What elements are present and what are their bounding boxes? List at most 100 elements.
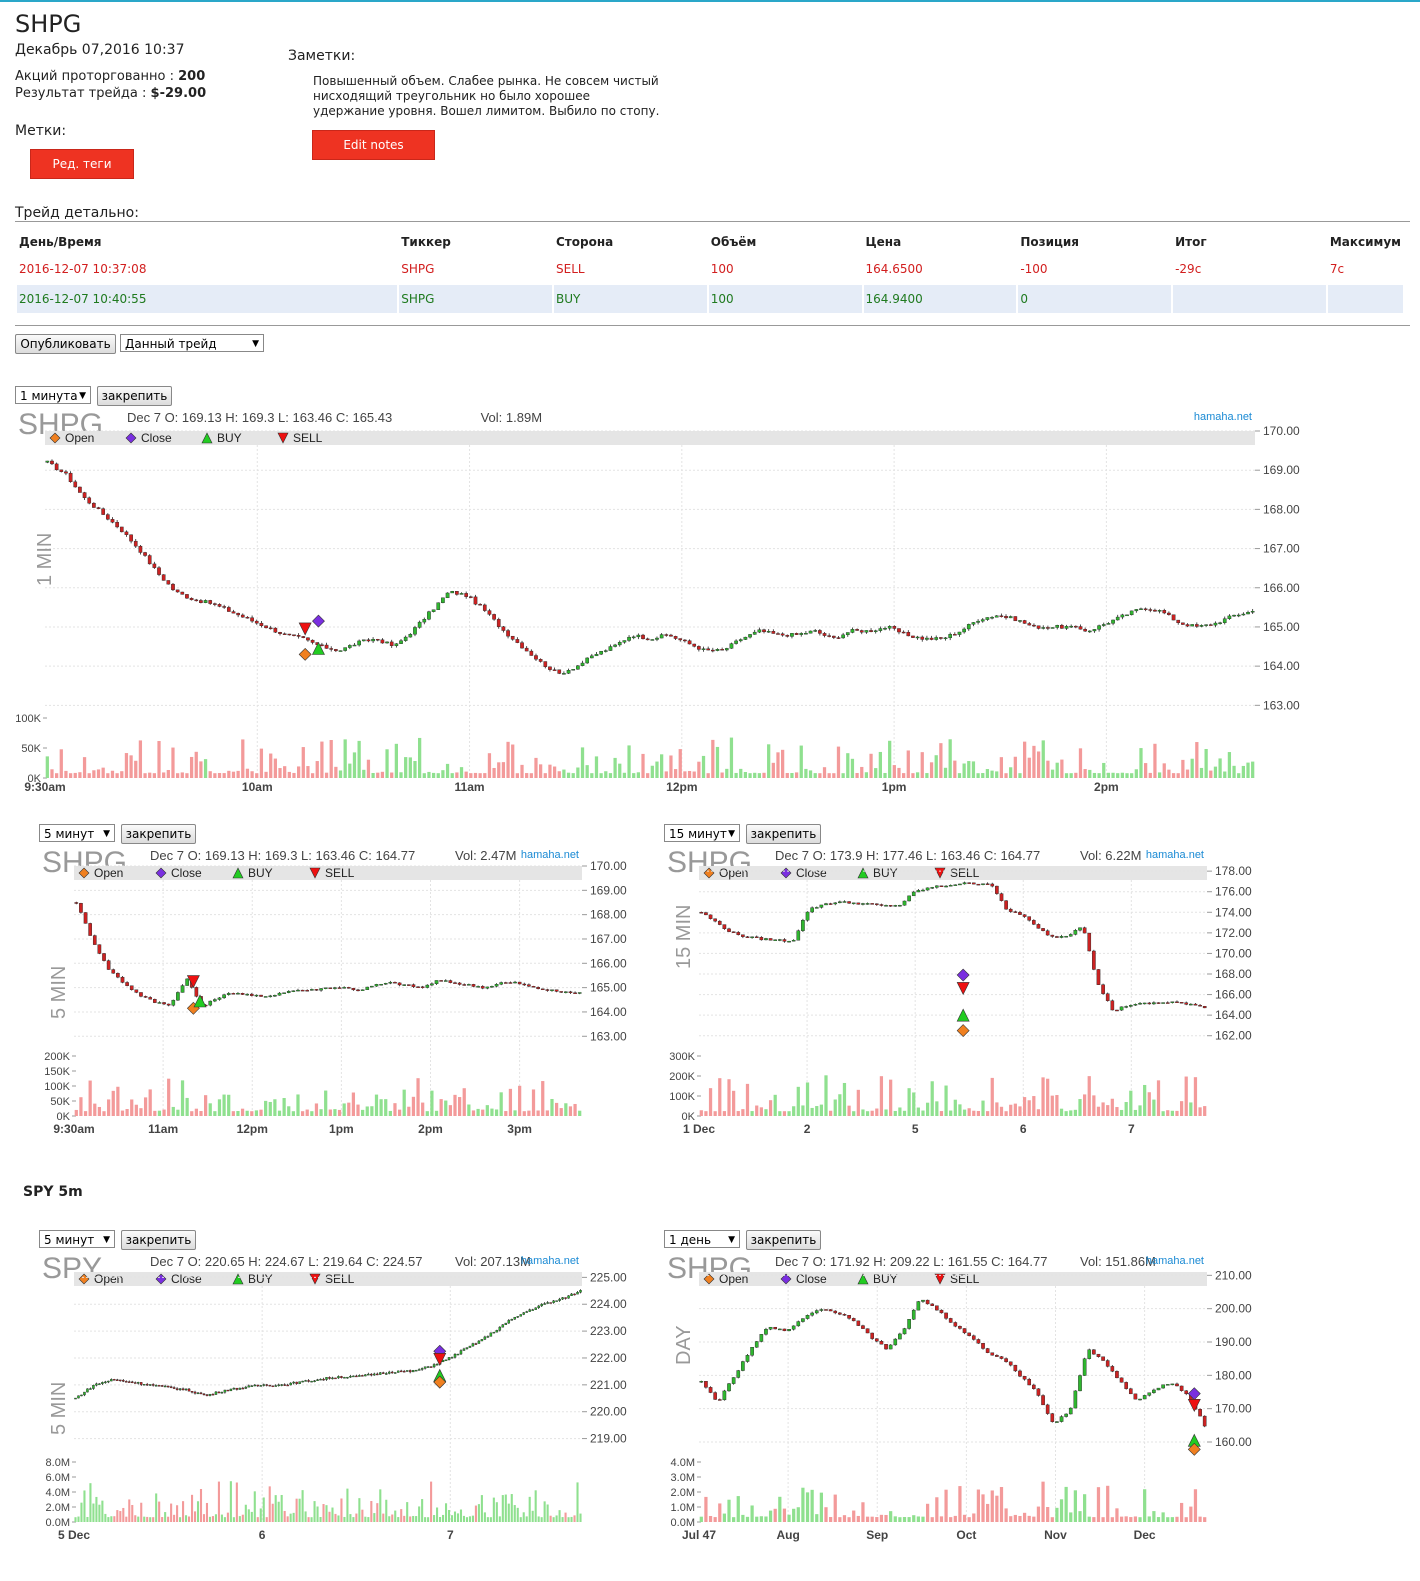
chart-spy-5m[interactable]: SPY Dec 7 O: 220.65 H: 224.67 L: 219.64 C… bbox=[39, 1250, 634, 1560]
candle bbox=[865, 1328, 870, 1334]
volume-bar bbox=[390, 772, 394, 778]
candle bbox=[1087, 630, 1092, 633]
volume-bar bbox=[379, 1489, 382, 1522]
buy-marker bbox=[311, 641, 325, 655]
candle bbox=[842, 1314, 847, 1316]
volume-bar bbox=[888, 740, 892, 778]
candle bbox=[1046, 627, 1050, 629]
interval-select[interactable]: 5 минут ▼ bbox=[39, 1230, 115, 1248]
volume-bar bbox=[1133, 1516, 1138, 1522]
volume-bar bbox=[608, 773, 613, 778]
candle bbox=[416, 986, 420, 988]
candle bbox=[486, 1336, 490, 1338]
candle bbox=[548, 666, 552, 670]
y-tick-label: 210.00 bbox=[1215, 1268, 1252, 1282]
volume-bar bbox=[298, 1498, 301, 1522]
volume-bar bbox=[110, 1516, 113, 1522]
chart-shpg-1m[interactable]: SHPG Dec 7 O: 169.13 H: 169.3 L: 163.46 C… bbox=[15, 406, 1304, 814]
volume-bar bbox=[999, 1487, 1004, 1522]
pin-button[interactable]: закрепить bbox=[746, 1230, 821, 1250]
publish-button[interactable]: Опубликовать bbox=[15, 334, 116, 354]
x-tick-label: Sep bbox=[866, 1528, 888, 1542]
volume-bar bbox=[743, 771, 748, 778]
candle bbox=[1202, 1006, 1207, 1009]
candle bbox=[73, 481, 78, 488]
candle bbox=[445, 592, 450, 599]
interval-select[interactable]: 1 день ▼ bbox=[664, 1230, 740, 1248]
volume-bar bbox=[223, 1517, 226, 1522]
interval-value: 15 минут bbox=[669, 827, 727, 841]
candle bbox=[1045, 930, 1050, 936]
candle bbox=[59, 469, 64, 472]
candle bbox=[833, 1310, 838, 1314]
interval-select[interactable]: 1 минута ▼ bbox=[15, 386, 91, 404]
volume-bar bbox=[1116, 773, 1120, 778]
volume-bar bbox=[1115, 1107, 1119, 1116]
scope-select[interactable]: Данный трейд ▼ bbox=[120, 334, 264, 352]
candle bbox=[878, 628, 883, 631]
candle bbox=[1213, 622, 1218, 626]
pin-button[interactable]: закрепить bbox=[121, 1230, 196, 1250]
edit-tags-button[interactable]: Ред. теги bbox=[30, 149, 134, 179]
spy-section-title: SPY 5m bbox=[23, 1184, 83, 1200]
sell-marker bbox=[309, 867, 321, 879]
candle bbox=[902, 1328, 907, 1335]
volume-bar bbox=[129, 755, 133, 778]
y-tick-label: 168.00 bbox=[1215, 967, 1252, 981]
candle bbox=[831, 635, 836, 638]
volume-bar bbox=[337, 1515, 340, 1522]
candle bbox=[754, 936, 759, 939]
candle bbox=[232, 1387, 236, 1390]
volume-info: Vol: 2.47M bbox=[455, 848, 516, 863]
chart-shpg-15m[interactable]: SHPG Dec 7 O: 173.9 H: 177.46 L: 163.46 C… bbox=[664, 844, 1259, 1154]
x-tick-label: 10am bbox=[242, 780, 273, 794]
chart-shpg-day[interactable]: SHPG Dec 7 O: 171.92 H: 209.22 L: 161.55 … bbox=[664, 1250, 1259, 1560]
candle bbox=[283, 1384, 286, 1386]
volume-tick-label: 0K bbox=[682, 1111, 696, 1123]
volume-bar bbox=[1143, 1489, 1147, 1522]
candle bbox=[413, 627, 417, 635]
volume-bar bbox=[349, 1514, 352, 1522]
pin-button[interactable]: закрепить bbox=[97, 386, 172, 406]
candle bbox=[734, 640, 738, 644]
candle bbox=[199, 600, 203, 603]
volume-bar bbox=[527, 1110, 531, 1116]
candle bbox=[967, 1332, 971, 1336]
candle bbox=[77, 1395, 80, 1399]
interval-select[interactable]: 15 минут ▼ bbox=[664, 824, 740, 842]
volume-bar bbox=[1041, 1077, 1045, 1116]
pin-button[interactable]: закрепить bbox=[746, 824, 821, 844]
pin-button[interactable]: закрепить bbox=[121, 824, 196, 844]
candle bbox=[325, 1377, 328, 1380]
candle bbox=[819, 1309, 824, 1311]
candle bbox=[804, 633, 808, 635]
volume-bar bbox=[492, 1497, 495, 1522]
volume-bar bbox=[167, 1078, 171, 1116]
candle bbox=[916, 1301, 921, 1311]
volume-bar bbox=[161, 1517, 164, 1522]
candle bbox=[213, 603, 217, 605]
volume-bar bbox=[416, 1078, 420, 1116]
volume-bar bbox=[875, 1517, 879, 1522]
y-tick-label: 221.00 bbox=[590, 1378, 627, 1392]
buy-marker bbox=[956, 1008, 970, 1022]
candle bbox=[522, 983, 527, 986]
volume-bar bbox=[376, 772, 380, 778]
interval-select[interactable]: 5 минут ▼ bbox=[39, 824, 115, 842]
candle bbox=[439, 980, 443, 982]
candle bbox=[50, 460, 54, 465]
candle bbox=[220, 1391, 224, 1394]
volume-bar bbox=[990, 1077, 994, 1116]
chart-shpg-5m[interactable]: SHPG Dec 7 O: 169.13 H: 169.3 L: 163.46 C… bbox=[39, 844, 634, 1154]
candle bbox=[196, 1392, 200, 1395]
candle bbox=[407, 984, 411, 986]
volume-bar bbox=[555, 1515, 558, 1522]
volume-bar bbox=[245, 768, 250, 778]
volume-tick-label: 6.0M bbox=[46, 1472, 70, 1484]
candle bbox=[86, 1388, 89, 1393]
volume-bar bbox=[256, 1517, 259, 1522]
open-marker bbox=[433, 1375, 447, 1389]
edit-notes-button[interactable]: Edit notes bbox=[312, 130, 435, 160]
candle bbox=[573, 992, 577, 994]
volume-bar bbox=[838, 1517, 842, 1522]
